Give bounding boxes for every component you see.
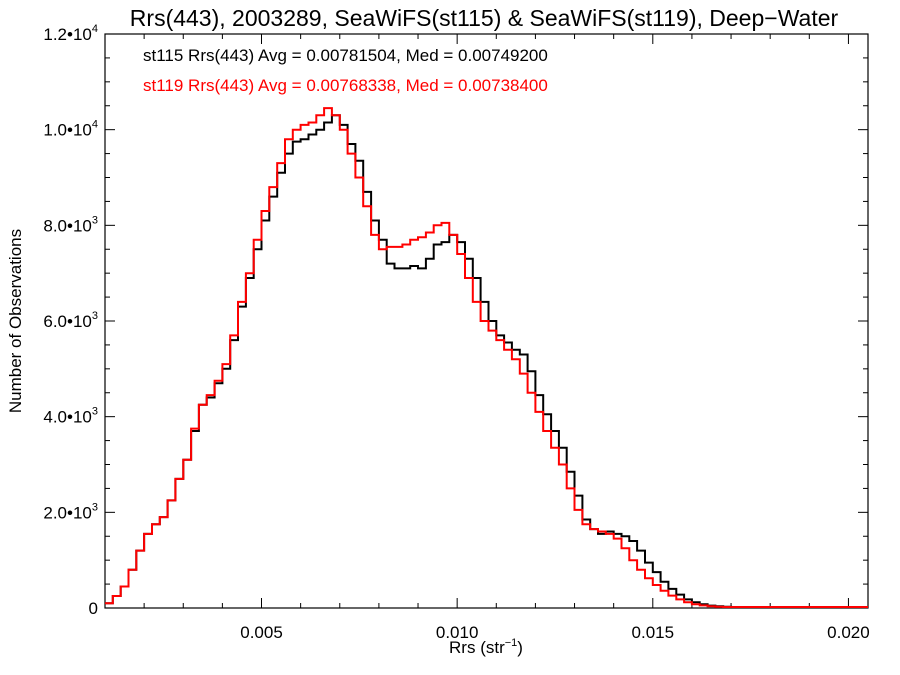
x-tick-label: 0.005 bbox=[240, 623, 283, 642]
y-axis: 0 2.0•103 4.0•103 6.0•103 8.0•103 1.0•104 1.2•… bbox=[43, 23, 868, 618]
series-line-st119 bbox=[105, 107, 868, 608]
series-layer bbox=[105, 107, 868, 608]
x-tick-label: 0.015 bbox=[632, 623, 675, 642]
y-axis-title: Number of Observations bbox=[6, 229, 25, 413]
chart-title: Rrs(443), 2003289, SeaWiFS(st115) & SeaW… bbox=[130, 5, 839, 31]
st115-stats-text: st115 Rrs(443) Avg = 0.00781504, Med = 0… bbox=[143, 46, 548, 65]
series-line-st115 bbox=[105, 114, 868, 608]
x-axis: 0.005 0.010 0.015 0.020 bbox=[104, 34, 870, 642]
y-tick-label: 0 bbox=[89, 599, 98, 618]
y-tick-label: 2.0•103 bbox=[43, 501, 98, 522]
x-tick-label: 0.020 bbox=[827, 623, 870, 642]
y-tick-label: 6.0•103 bbox=[43, 310, 98, 331]
y-tick-label: 8.0•103 bbox=[43, 214, 98, 235]
y-tick-label: 1.0•104 bbox=[43, 119, 98, 140]
x-axis-title: Rrs (str−1) bbox=[449, 637, 523, 657]
st119-stats-text: st119 Rrs(443) Avg = 0.00768338, Med = 0… bbox=[143, 76, 548, 95]
y-tick-label: 4.0•103 bbox=[43, 406, 98, 427]
x-tick-label: 0.010 bbox=[436, 623, 479, 642]
y-tick-label: 1.2•104 bbox=[43, 23, 98, 44]
